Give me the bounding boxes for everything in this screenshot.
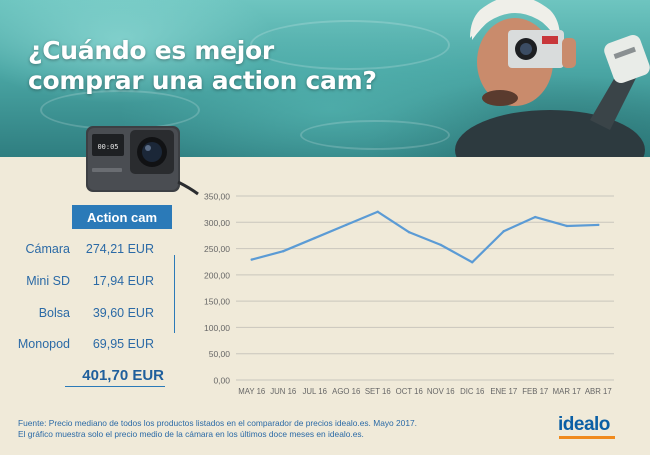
data-point [408, 231, 411, 234]
source-line-2: El gráfico muestra solo el precio medio … [18, 429, 364, 439]
y-tick-label: 150,00 [204, 297, 230, 307]
y-tick-label: 300,00 [204, 218, 230, 228]
data-point [345, 223, 348, 227]
chart-grid [236, 195, 614, 381]
x-tick-label: ENE 17 [490, 387, 517, 396]
x-axis-ticks: MAY 16 JUN 16 JUL 16 AGO 16 SET 16 OCT 16 NOV … [238, 387, 611, 396]
cost-value: 39,60 EUR [92, 306, 154, 320]
x-tick-label: NOV 16 [427, 387, 455, 396]
x-tick-label: AGO 16 [332, 387, 360, 396]
x-tick-label: FEB 17 [522, 387, 548, 396]
cost-value: 69,95 EUR [92, 337, 154, 351]
data-points [250, 210, 600, 264]
x-tick-label: DIC 16 [460, 387, 484, 396]
data-point [376, 210, 379, 213]
cost-row-bolsa: Bolsa 39,60 EUR [0, 306, 175, 324]
y-tick-label: 0,00 [213, 376, 230, 386]
data-point [313, 236, 316, 240]
y-tick-label: 200,00 [204, 270, 230, 280]
source-line-1: Fuente: Precio mediano de todos los prod… [18, 418, 417, 428]
cost-row-monopod: Monopod 69,95 EUR [0, 337, 175, 355]
action-camera-image: 00:05 [86, 126, 199, 196]
y-tick-label: 250,00 [204, 244, 230, 254]
page-title: ¿Cuándo es mejor comprar una action cam? [28, 36, 408, 96]
data-point [597, 223, 600, 227]
water-ripple [250, 20, 450, 70]
cost-label: Bolsa [38, 306, 70, 320]
x-tick-label: JUL 16 [303, 387, 327, 396]
water-ripple [300, 120, 450, 150]
category-badge: Action cam [72, 205, 172, 229]
y-tick-label: 350,00 [204, 192, 230, 202]
x-tick-label: JUN 16 [270, 387, 296, 396]
total-value: 401,70 EUR [82, 367, 164, 384]
cost-label: Mini SD [26, 274, 70, 288]
data-point [565, 224, 568, 228]
data-point [250, 258, 253, 261]
cost-value: 274,21 EUR [85, 242, 154, 256]
swimmer-illustration [455, 0, 650, 157]
y-tick-label: 100,00 [204, 323, 230, 333]
x-tick-label: MAR 17 [553, 387, 581, 396]
source-note: Fuente: Precio mediano de todos los prod… [18, 418, 417, 440]
y-axis-ticks: 0,00 50,00 100,00 150,00 200,00 250,00 300,00 3… [204, 192, 230, 386]
cost-row-mini-sd: Mini SD 17,94 EUR [0, 274, 175, 292]
title-line-2: comprar una action cam? [28, 66, 377, 95]
camera-screen-text: 00:05 [97, 143, 118, 151]
x-tick-label: MAY 16 [238, 387, 265, 396]
bracket-divider [174, 255, 175, 333]
cost-row-camara: Cámara 274,21 EUR [0, 242, 175, 260]
data-point [502, 230, 505, 233]
cost-value: 17,94 EUR [92, 274, 154, 288]
title-line-1: ¿Cuándo es mejor [28, 36, 274, 65]
price-series-line [250, 210, 600, 264]
y-tick-label: 50,00 [209, 349, 231, 359]
data-point [471, 261, 474, 264]
x-tick-label: ABR 17 [585, 387, 612, 396]
data-point [534, 215, 537, 219]
hero-banner: ¿Cuándo es mejor comprar una action cam? [0, 0, 650, 157]
x-tick-label: SET 16 [365, 387, 391, 396]
total-underline [65, 386, 165, 387]
cost-label: Monopod [17, 337, 70, 351]
data-point [439, 243, 442, 247]
price-line-chart: 0,00 50,00 100,00 150,00 200,00 250,00 300,00 3… [204, 192, 614, 396]
logo-accent-bar [559, 436, 615, 439]
idealo-logo: idealo [558, 414, 610, 435]
data-point [282, 250, 285, 253]
cost-label: Cámara [25, 242, 70, 256]
category-badge-label: Action cam [86, 209, 158, 225]
x-tick-label: OCT 16 [396, 387, 423, 396]
